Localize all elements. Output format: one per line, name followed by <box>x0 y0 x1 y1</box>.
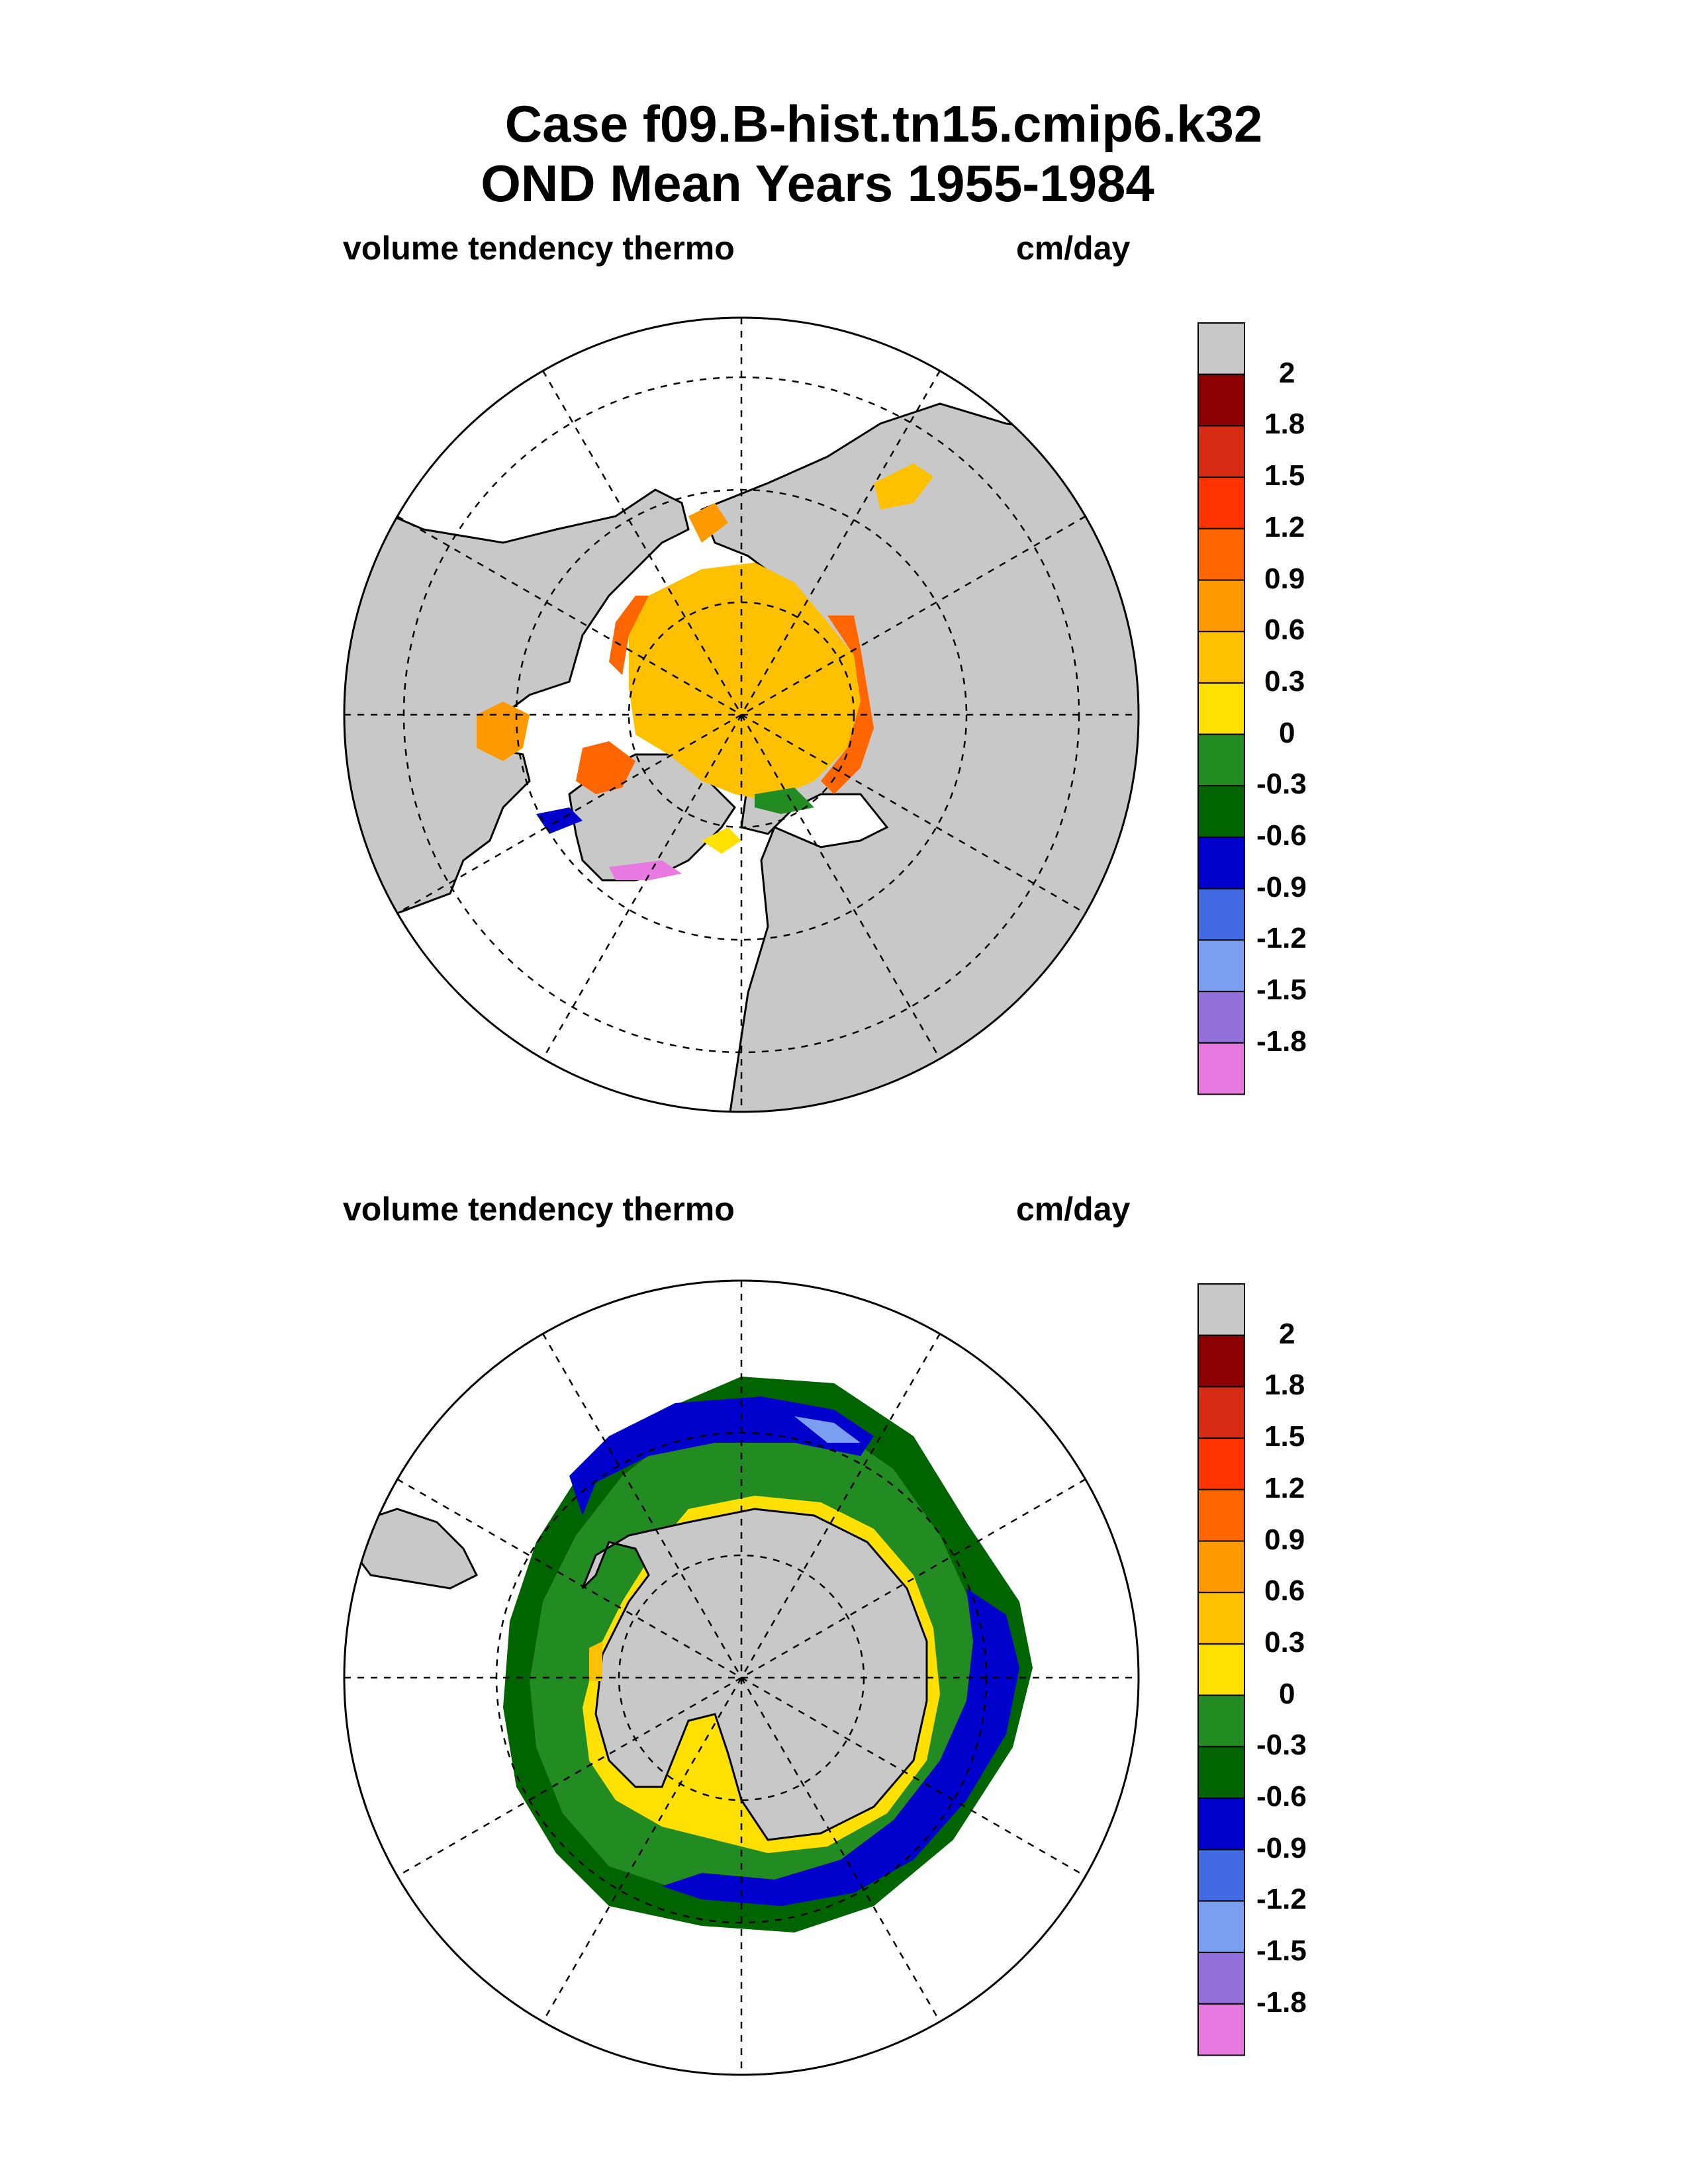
south-ice-light-blue <box>794 1416 861 1443</box>
colorbar-box <box>1197 373 1245 427</box>
south-ice-weddell-patch <box>589 1641 602 1681</box>
colorbar-tick-label: 0.9 <box>1264 1523 1305 1556</box>
colorbar-tick-label: -0.9 <box>1256 870 1307 903</box>
colorbar-box <box>1197 1694 1245 1748</box>
main-title: Case f09.B-hist.tn15.cmip6.k32 <box>504 95 1263 153</box>
north-ice-marginal-east <box>821 615 874 794</box>
colorbar-box <box>1197 887 1245 941</box>
colorbar-tick-label: 0.9 <box>1264 562 1305 595</box>
colorbar-north <box>1197 322 1245 1095</box>
colorbar-box <box>1197 1386 1245 1439</box>
south-land-south-america <box>350 1508 479 1590</box>
colorbar-box <box>1197 2003 1245 2056</box>
colorbar-box <box>1197 1334 1245 1388</box>
north-land-greenland <box>568 753 736 882</box>
colorbar-tick-label: -1.8 <box>1256 1985 1307 2019</box>
colorbar-box <box>1197 1540 1245 1594</box>
south-ice-middle-ring <box>530 1410 980 1899</box>
north-ice-edge-fram <box>702 827 741 854</box>
colorbar-box <box>1197 1437 1245 1490</box>
colorbar-box <box>1197 1952 1245 2005</box>
north-land-north-america <box>344 488 690 954</box>
colorbar-tick-label: 0.3 <box>1264 1625 1305 1659</box>
colorbar-tick-label: 1.8 <box>1264 408 1305 441</box>
colorbar-box <box>1197 837 1245 889</box>
north-ice-edge-labrador <box>536 807 583 834</box>
south-land-antarctica <box>581 1508 928 1841</box>
south-ice-outer-ring <box>503 1377 1033 1933</box>
colorbar-box <box>1197 1592 1245 1645</box>
north-ice-edge-barents <box>755 788 814 814</box>
colorbar-tick-label: -0.3 <box>1256 768 1307 801</box>
colorbar-tick-label: -1.8 <box>1256 1024 1307 1058</box>
colorbar-tick-label: 1.2 <box>1264 1471 1305 1504</box>
north-ice-okhotsk <box>874 463 933 510</box>
colorbar-tick-label: 0.6 <box>1264 1574 1305 1608</box>
colorbar-tick-label: 0 <box>1279 1677 1295 1710</box>
colorbar-box <box>1197 733 1245 787</box>
colorbar-tick-label: -1.5 <box>1256 1934 1307 1968</box>
colorbar-tick-label: -0.6 <box>1256 1780 1307 1813</box>
colorbar-box <box>1197 1900 1245 1954</box>
north-ice-baffin <box>576 741 635 794</box>
colorbar-box <box>1197 631 1245 684</box>
colorbar-box <box>1197 1797 1245 1850</box>
south-ice-blue-band-east <box>662 1588 1019 1906</box>
colorbar-box <box>1197 1848 1245 1902</box>
main-subtitle: OND Mean Years 1955-1984 <box>481 154 1154 212</box>
colorbar-tick-label: -1.2 <box>1256 1883 1307 1916</box>
colorbar-box <box>1197 1643 1245 1696</box>
south-ice-coastal-positive <box>583 1496 940 1853</box>
panel1-variable-label: volume tendency thermo <box>343 230 735 267</box>
colorbar-box <box>1197 939 1245 993</box>
south-ice-blue-band-north <box>569 1396 874 1516</box>
north-ice-central <box>629 563 861 801</box>
south-graticule <box>344 1281 1139 2075</box>
colorbar-box <box>1197 1042 1245 1095</box>
colorbar-tick-label: 2 <box>1279 356 1295 389</box>
colorbar-box <box>1197 527 1245 581</box>
south-map-border <box>343 1279 1140 2076</box>
colorbar-box <box>1197 785 1245 839</box>
panel2-units-label: cm/day <box>1016 1191 1131 1228</box>
colorbar-box <box>1197 425 1245 478</box>
north-ice-edge-greenland-sea <box>609 860 682 880</box>
north-ice-marginal-west <box>609 596 649 675</box>
colorbar-tick-label: -0.9 <box>1256 1831 1307 1864</box>
colorbar-tick-label: -1.2 <box>1256 922 1307 955</box>
colorbar-tick-label: 1.8 <box>1264 1369 1305 1402</box>
colorbar-box <box>1197 991 1245 1044</box>
colorbar-box <box>1197 1283 1245 1336</box>
north-land-eurasia <box>700 402 1139 1112</box>
panel1-units-label: cm/day <box>1016 230 1131 267</box>
north-ice-hudson-bay <box>477 702 530 761</box>
colorbar-tick-label: 0 <box>1279 716 1295 749</box>
colorbar-south <box>1197 1283 1245 2056</box>
colorbar-box <box>1197 579 1245 633</box>
colorbar-box <box>1197 322 1245 375</box>
colorbar-tick-label: -0.3 <box>1256 1729 1307 1762</box>
colorbar-tick-label: -1.5 <box>1256 974 1307 1007</box>
colorbar-tick-label: 1.5 <box>1264 1420 1305 1453</box>
colorbar-box <box>1197 1488 1245 1542</box>
colorbar-box <box>1197 682 1245 735</box>
colorbar-tick-label: 1.2 <box>1264 510 1305 543</box>
north-graticule <box>344 318 1139 1112</box>
colorbar-box <box>1197 477 1245 529</box>
colorbar-tick-label: 0.3 <box>1264 664 1305 698</box>
colorbar-tick-label: -0.6 <box>1256 819 1307 852</box>
colorbar-tick-label: 0.6 <box>1264 614 1305 647</box>
panel2-variable-label: volume tendency thermo <box>343 1191 735 1228</box>
colorbar-tick-label: 1.5 <box>1264 459 1305 492</box>
colorbar-box <box>1197 1746 1245 1799</box>
colorbar-tick-label: 2 <box>1279 1317 1295 1350</box>
north-map-border <box>343 316 1140 1113</box>
north-ice-bering <box>688 503 728 543</box>
